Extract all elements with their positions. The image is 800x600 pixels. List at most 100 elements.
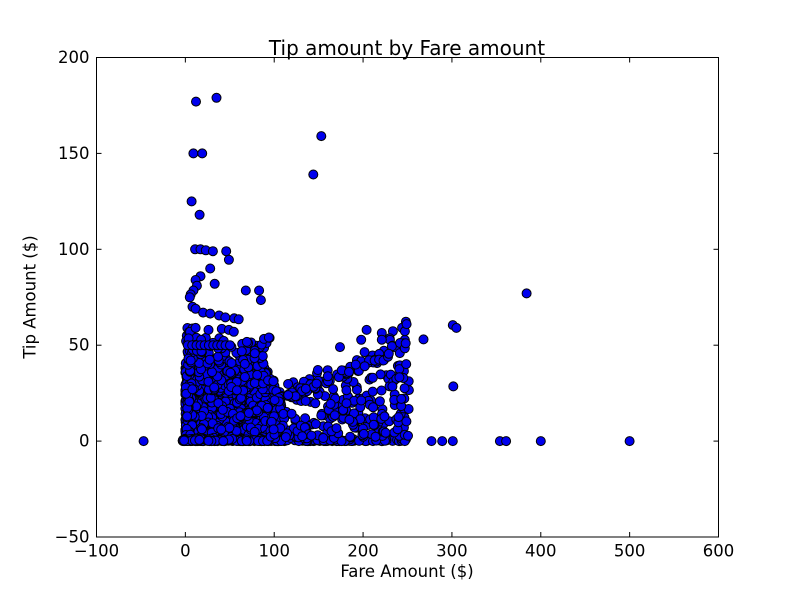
data-point (396, 393, 407, 404)
data-point (345, 431, 356, 442)
data-point (426, 436, 437, 447)
data-point (263, 332, 274, 343)
chart-title: Tip amount by Fare amount (268, 36, 546, 60)
data-point (316, 410, 327, 421)
x-tick-label: 400 (525, 542, 557, 561)
data-point (318, 433, 329, 443)
data-point (370, 431, 381, 442)
data-point (367, 372, 378, 383)
data-point (403, 430, 413, 441)
data-point (300, 383, 311, 394)
data-point (220, 312, 231, 323)
data-point (399, 383, 410, 394)
data-point (241, 336, 252, 347)
data-point (196, 424, 207, 435)
data-point (368, 402, 379, 413)
y-tick-label: 50 (69, 336, 90, 355)
data-point (393, 412, 404, 423)
data-point (239, 358, 250, 369)
y-tick-label: 200 (58, 48, 90, 67)
data-point (243, 408, 254, 418)
data-point (205, 263, 216, 274)
data-point (255, 295, 266, 306)
data-point (350, 359, 361, 370)
data-point (312, 365, 323, 375)
data-point (228, 326, 239, 337)
data-point (207, 367, 217, 378)
x-tick-label: 200 (347, 542, 379, 561)
data-point (278, 408, 289, 419)
data-point (331, 423, 342, 434)
y-tick-label: 0 (79, 432, 90, 451)
data-point (325, 398, 336, 409)
data-point (283, 390, 294, 401)
data-point (376, 334, 387, 345)
data-point (217, 404, 228, 415)
x-tick-label: 600 (703, 542, 735, 561)
data-point (521, 288, 532, 299)
data-point (254, 285, 265, 296)
data-point (387, 381, 398, 392)
data-point (233, 314, 244, 325)
x-axis-label: Fare Amount ($) (340, 562, 474, 581)
data-point (501, 436, 512, 447)
data-point (249, 378, 260, 389)
data-point (249, 348, 260, 359)
x-tick-label: 0 (180, 542, 191, 561)
data-point (368, 419, 379, 430)
data-point (359, 347, 370, 358)
data-point (329, 410, 340, 421)
data-point (138, 436, 149, 447)
data-point (283, 379, 294, 389)
data-point (216, 424, 227, 435)
data-point (239, 372, 250, 382)
data-point (269, 395, 280, 406)
data-point (218, 436, 229, 447)
data-point (380, 427, 391, 438)
data-point (344, 414, 355, 425)
data-point (179, 435, 190, 446)
data-point (194, 434, 205, 445)
data-point (361, 324, 372, 335)
data-point (306, 430, 317, 441)
data-point (358, 428, 369, 439)
data-point (356, 395, 367, 406)
data-point (383, 348, 394, 359)
data-point (187, 384, 198, 395)
data-point (297, 431, 308, 442)
data-point (310, 398, 321, 409)
data-point (224, 422, 235, 433)
data-point (235, 411, 246, 422)
data-point (185, 355, 196, 366)
data-point (197, 148, 208, 159)
x-tick-label: 300 (436, 542, 468, 561)
data-point (401, 416, 412, 427)
data-point (341, 398, 352, 409)
data-point (359, 361, 370, 372)
data-point (186, 196, 197, 207)
data-point (300, 396, 311, 406)
data-point (401, 359, 412, 370)
data-point (223, 254, 234, 265)
data-point (190, 322, 201, 333)
data-point (209, 278, 220, 289)
data-point (451, 322, 462, 333)
data-point (241, 435, 252, 446)
data-point (394, 372, 405, 383)
y-tick-label: −50 (55, 528, 90, 547)
data-point (367, 386, 378, 397)
data-point (376, 385, 387, 396)
data-point (311, 378, 322, 389)
x-tick-label: 500 (614, 542, 646, 561)
data-point (448, 381, 459, 392)
data-point (322, 371, 333, 382)
data-point (188, 148, 199, 159)
data-point (335, 342, 345, 353)
data-point (356, 334, 367, 345)
data-point (286, 408, 297, 419)
data-point (624, 436, 635, 447)
data-point (226, 358, 237, 368)
data-point (213, 351, 223, 362)
